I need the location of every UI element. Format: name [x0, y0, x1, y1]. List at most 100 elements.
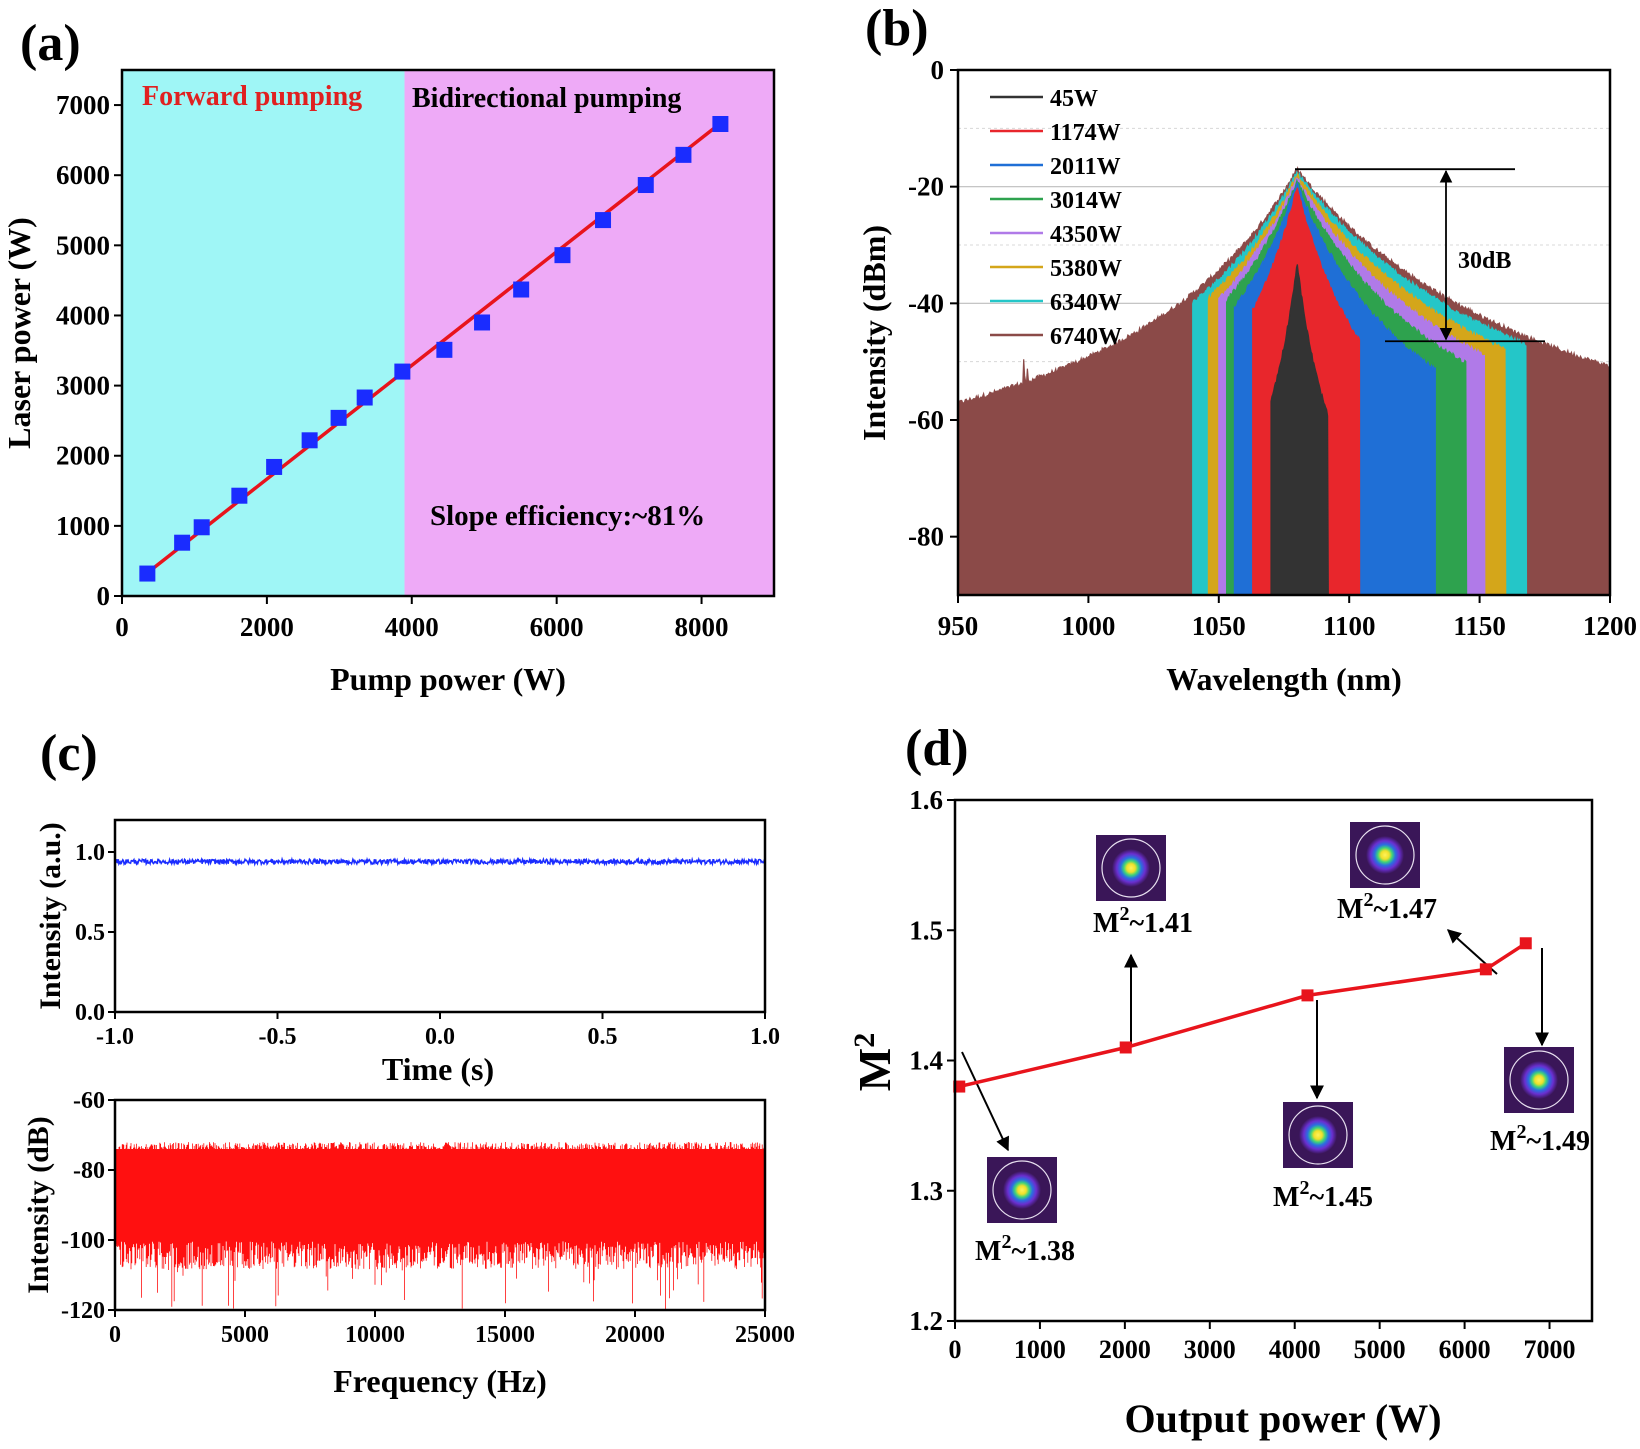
m2-value-label: M2~1.41 — [1093, 903, 1193, 939]
region-label-forward: Forward pumping — [142, 81, 362, 112]
x-tick-label: 1050 — [1192, 611, 1246, 641]
pointer-arrow — [961, 1051, 1009, 1152]
beam-profile-image — [1350, 822, 1420, 888]
region-forward — [122, 70, 405, 596]
beam-reference-circle — [1509, 1050, 1569, 1110]
panel-a-frame — [120, 68, 776, 598]
beam-profile-image — [1096, 835, 1166, 901]
data-point — [356, 389, 373, 406]
y-tick-label: -60 — [73, 1088, 105, 1114]
beam-reference-circle — [1288, 1105, 1348, 1165]
beam-spot — [1299, 1116, 1337, 1154]
panel-c-label: (c) — [40, 725, 98, 782]
x-tick-label: 1.0 — [750, 1024, 780, 1050]
x-tick-label: 1200 — [1583, 611, 1637, 641]
data-point — [675, 146, 692, 163]
y-tick-label: 1.5 — [909, 915, 943, 945]
y-tick-label: 2000 — [56, 441, 110, 471]
x-tick-label: 1000 — [1014, 1335, 1066, 1364]
beam-profile-image — [987, 1157, 1057, 1223]
x-tick-label: -0.5 — [259, 1024, 297, 1050]
x-tick-label: 1000 — [1061, 611, 1115, 641]
x-tick-label: 6000 — [1439, 1335, 1491, 1364]
beam-reference-circle — [1355, 825, 1415, 885]
region-label-bidirectional: Bidirectional pumping — [412, 83, 681, 114]
data-point — [193, 519, 210, 536]
m2-point — [1301, 989, 1314, 1002]
y-tick-label: 1.2 — [909, 1306, 943, 1336]
y-tick-label: 5000 — [56, 230, 110, 260]
y-tick-label: 7000 — [56, 90, 110, 120]
data-point — [301, 432, 318, 449]
data-point — [394, 363, 411, 380]
data-point — [266, 458, 283, 475]
y-tick-label: 1.4 — [909, 1046, 943, 1076]
beam-spot — [1366, 836, 1404, 874]
beam-profile-image — [1283, 1102, 1353, 1168]
x-tick-label: 1150 — [1453, 611, 1506, 641]
panel-d-label: (d) — [905, 720, 969, 777]
legend-label: 5380W — [1050, 256, 1122, 282]
panel-b: (b) 950 1000 1050 1100 1150 1200 0 -20 -40 -60 -80… — [856, 0, 1637, 697]
x-tick-label: 20000 — [605, 1322, 665, 1348]
legend-label: 2011W — [1050, 154, 1121, 180]
y-tick-label: -40 — [908, 288, 944, 318]
panel-a-ylabel: Laser power (W) — [1, 217, 37, 449]
x-tick-label: 8000 — [675, 612, 729, 642]
panel-d: (d) 0 1000 2000 3000 4000 5000 6000 7000 1.2 1.3 1… — [848, 720, 1594, 1441]
panel-c-top-frame — [113, 818, 767, 1014]
x-tick-label: 7000 — [1524, 1335, 1576, 1364]
panel-c-top-xlabel: Time (s) — [382, 1051, 494, 1087]
noise-spectrum-trace — [114, 1142, 765, 1310]
panel-c-bottom-ylabel: Intensity (dB) — [22, 1116, 55, 1294]
panel-d-frame — [953, 798, 1594, 1323]
legend-label: 6340W — [1050, 290, 1122, 316]
panel-d-xlabel: Output power (W) — [1124, 1396, 1441, 1441]
y-tick-label: 0.0 — [75, 1000, 105, 1026]
panel-c-top: (c) -1.0 -0.5 0.0 0.5 1.00.00.51.0 Time (s) … — [34, 725, 780, 1087]
x-tick-label: 4000 — [1269, 1335, 1321, 1364]
x-tick-label: 10000 — [345, 1322, 405, 1348]
x-tick-label: 1100 — [1323, 611, 1376, 641]
y-tick-label: -60 — [908, 405, 944, 435]
x-tick-label: 950 — [938, 611, 979, 641]
beam-spot — [1520, 1061, 1558, 1099]
m2-point — [1119, 1041, 1132, 1054]
data-point — [554, 247, 571, 264]
y-tick-label: -80 — [908, 522, 944, 552]
intensity-trace — [114, 856, 766, 867]
data-point — [330, 409, 347, 426]
data-point — [174, 534, 191, 551]
data-point — [513, 281, 530, 298]
data-point — [474, 314, 491, 331]
data-point — [712, 116, 729, 133]
x-tick-label: 25000 — [735, 1322, 795, 1348]
x-tick-label: 0 — [115, 612, 129, 642]
beam-spot — [1112, 849, 1150, 887]
panel-b-ylabel: Intensity (dBm) — [856, 225, 892, 441]
y-tick-label: 0 — [97, 581, 111, 611]
y-tick-label: 4000 — [56, 300, 110, 330]
m2-value-label: M2~1.45 — [1273, 1177, 1373, 1213]
y-tick-label: -120 — [61, 1298, 105, 1324]
m2-point — [1519, 937, 1532, 950]
data-point — [436, 341, 453, 358]
x-tick-label: 5000 — [1354, 1335, 1406, 1364]
y-tick-label: 1.3 — [909, 1176, 943, 1206]
y-tick-label: -100 — [61, 1228, 105, 1254]
panel-b-legend: 45W 1174W 2011W 3014W 4350W 5380W 6340W 6740W — [990, 86, 1122, 350]
x-tick-label: 4000 — [385, 612, 439, 642]
data-point — [231, 487, 248, 504]
panel-b-30db-annotation: 30dB — [1295, 168, 1545, 343]
x-tick-label: 0.0 — [425, 1024, 455, 1050]
panel-b-label: (b) — [865, 0, 929, 57]
beam-spot — [1003, 1171, 1041, 1209]
data-point — [595, 212, 612, 229]
panel-c-bottom-xlabel: Frequency (Hz) — [333, 1363, 547, 1399]
beam-reference-circle — [992, 1160, 1052, 1220]
x-tick-label: 2000 — [240, 612, 294, 642]
panel-c-top-ylabel: Intensity (a.u.) — [34, 822, 67, 1010]
legend-label: 4350W — [1050, 222, 1122, 248]
x-tick-label: 2000 — [1099, 1335, 1151, 1364]
